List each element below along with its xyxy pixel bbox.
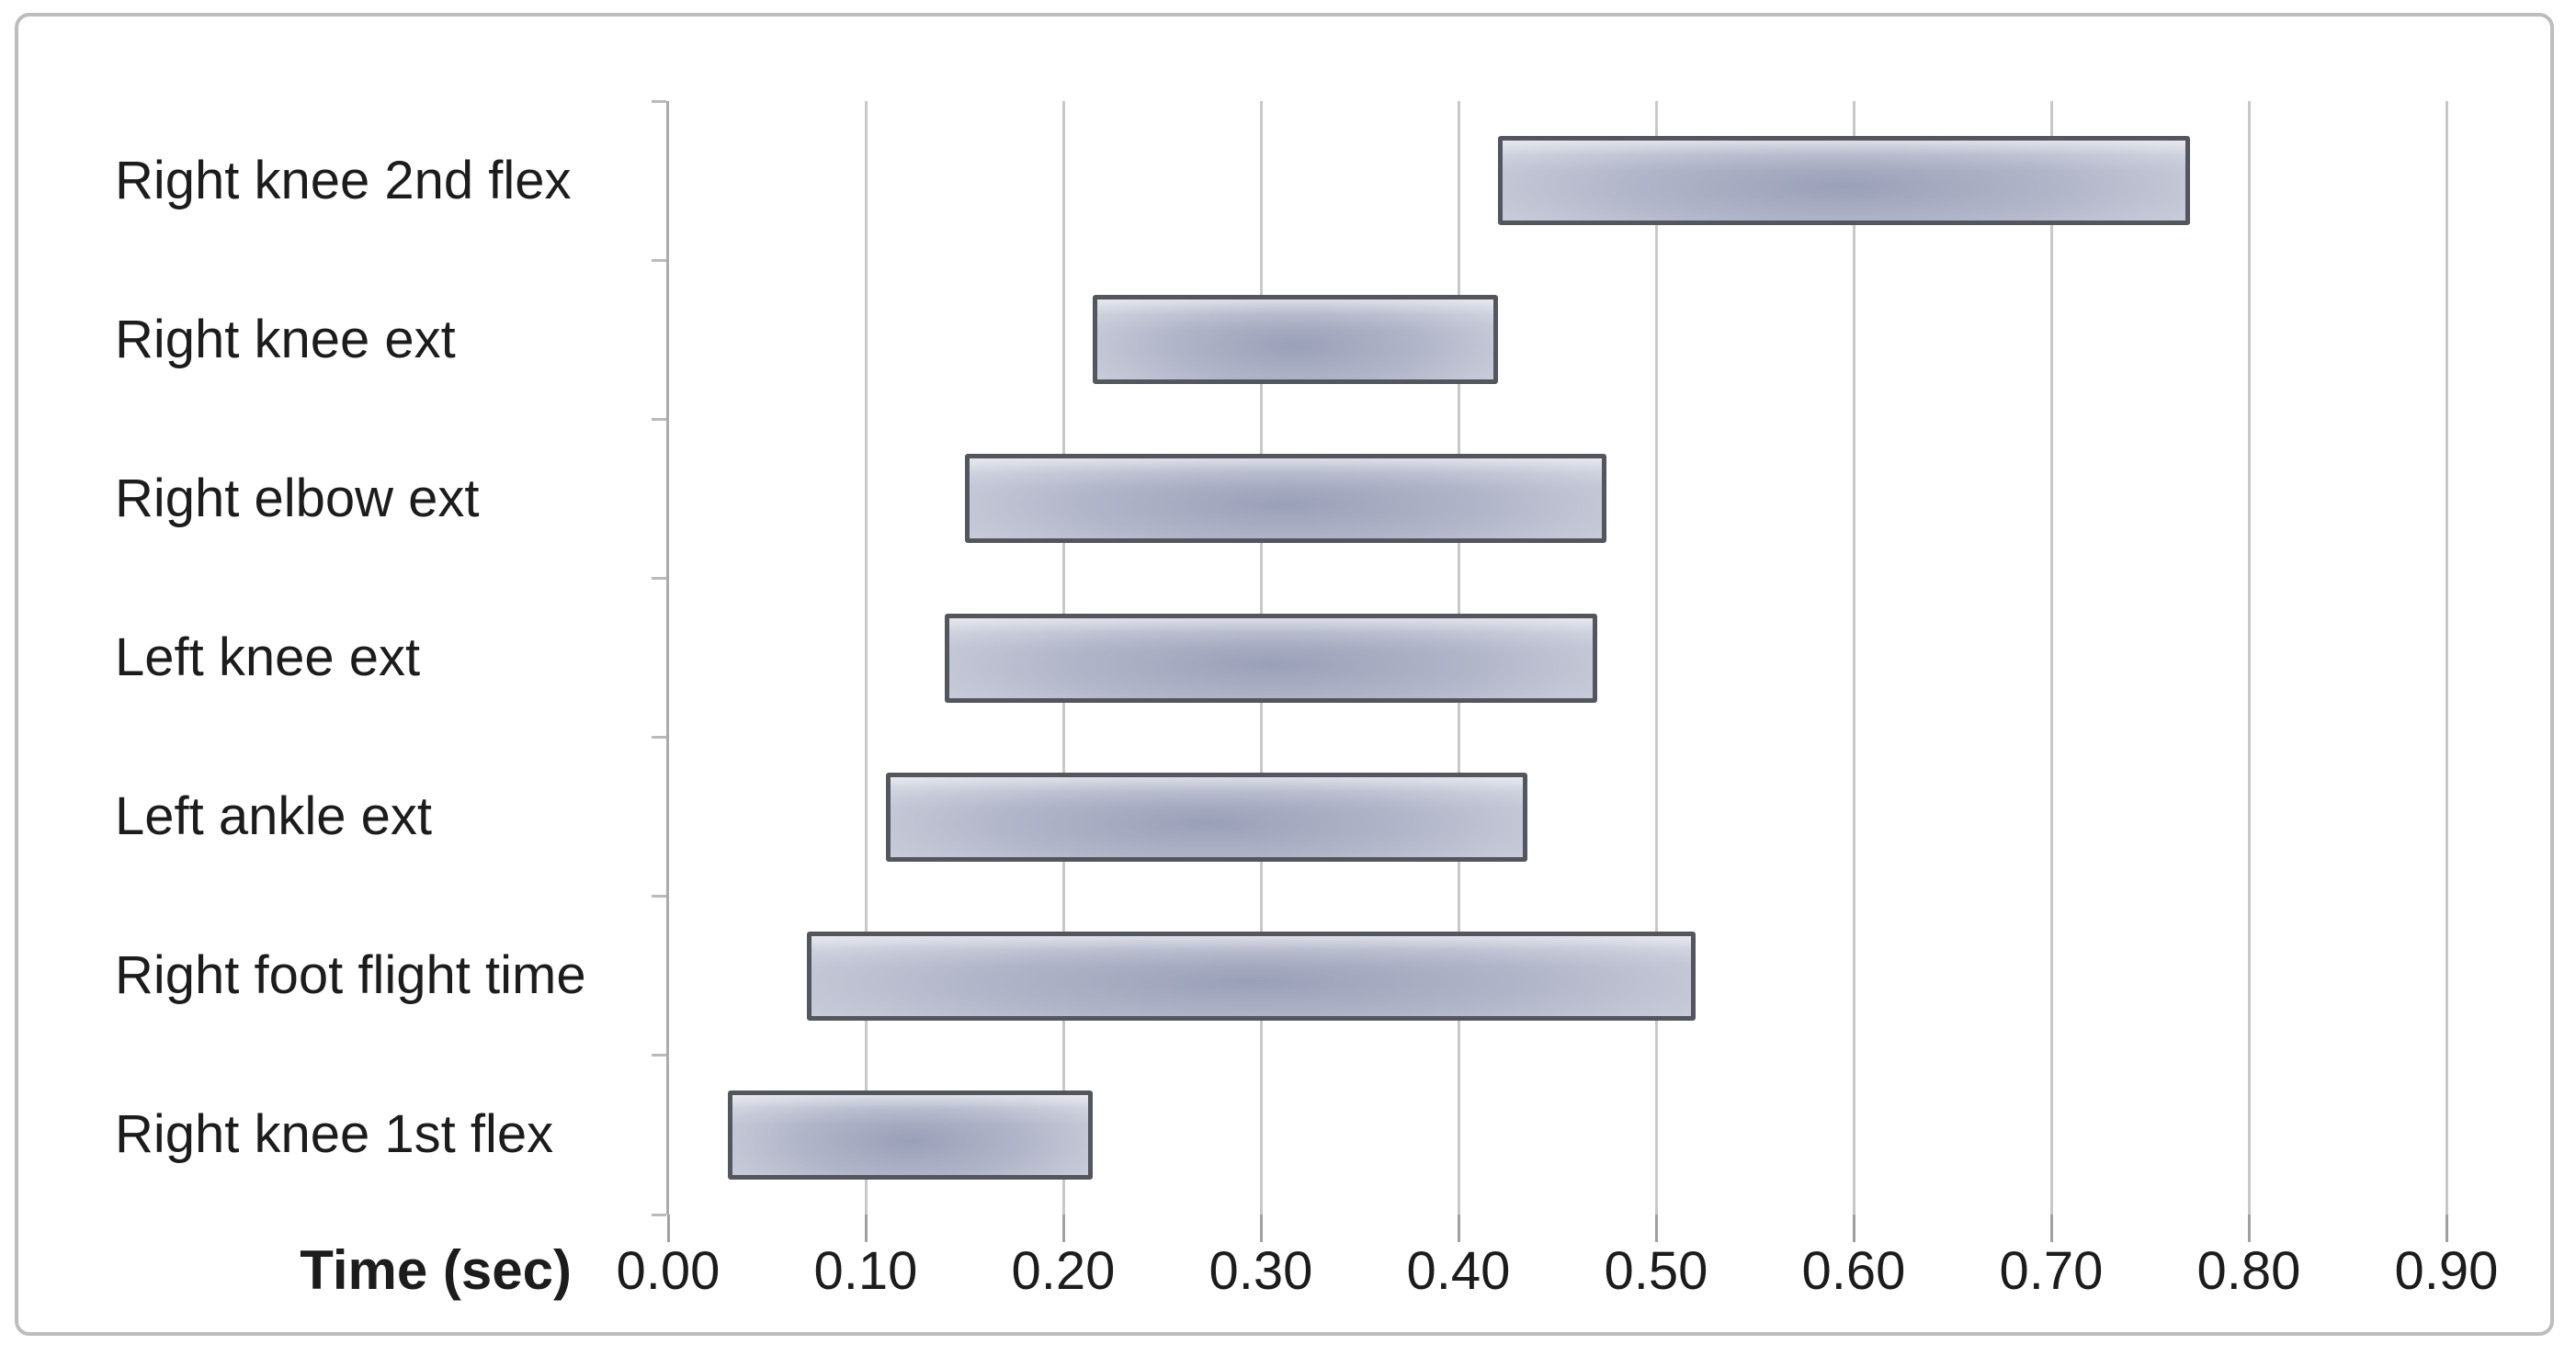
- y-axis-tick: [652, 417, 666, 421]
- x-tick-label: 0.90: [2394, 1241, 2499, 1301]
- range-bar: [885, 772, 1528, 862]
- x-axis-title: Time (sec): [300, 1239, 572, 1301]
- category-label: Left knee ext: [115, 627, 421, 687]
- gridline: [2049, 101, 2053, 1215]
- y-axis-tick: [652, 895, 666, 898]
- gridline: [1852, 101, 1855, 1215]
- gridline: [1654, 101, 1658, 1215]
- y-axis-tick: [652, 99, 666, 103]
- y-axis-tick: [652, 1213, 666, 1216]
- x-tick-label: 0.20: [1011, 1241, 1116, 1301]
- x-axis-tick: [666, 1215, 670, 1242]
- gridline: [2445, 101, 2448, 1215]
- x-axis-tick: [1852, 1215, 1855, 1242]
- x-tick-label: 0.30: [1209, 1241, 1313, 1301]
- y-axis-line: [666, 101, 669, 1215]
- x-tick-label: 0.80: [2196, 1241, 2301, 1301]
- x-axis-tick: [864, 1215, 868, 1242]
- category-label: Right knee 1st flex: [115, 1104, 554, 1165]
- x-tick-label: 0.40: [1406, 1241, 1511, 1301]
- gridline: [2247, 101, 2251, 1215]
- category-label: Right foot flight time: [115, 945, 586, 1006]
- range-bar: [945, 613, 1597, 703]
- category-label: Right knee 2nd flex: [115, 150, 572, 210]
- x-tick-label: 0.00: [616, 1241, 721, 1301]
- x-tick-label: 0.70: [1999, 1241, 2104, 1301]
- range-bar: [806, 931, 1696, 1021]
- x-tick-label: 0.50: [1604, 1241, 1708, 1301]
- y-axis-tick: [652, 1054, 666, 1057]
- x-axis-tick: [2049, 1215, 2053, 1242]
- y-axis-tick: [652, 258, 666, 262]
- range-bar: [1093, 295, 1498, 385]
- category-label: Right elbow ext: [115, 468, 480, 528]
- range-bar: [727, 1090, 1094, 1180]
- x-axis-tick: [1061, 1215, 1065, 1242]
- range-bar: [964, 454, 1607, 544]
- category-label: Left ankle ext: [115, 786, 432, 847]
- x-axis-tick: [2247, 1215, 2251, 1242]
- range-bar: [1498, 136, 2190, 226]
- gridline: [864, 101, 868, 1215]
- y-axis-tick: [652, 576, 666, 580]
- y-axis-tick: [652, 736, 666, 740]
- x-tick-label: 0.60: [1801, 1241, 1906, 1301]
- x-axis-tick: [1654, 1215, 1658, 1242]
- x-tick-label: 0.10: [813, 1241, 918, 1301]
- x-axis-tick: [2445, 1215, 2448, 1242]
- x-axis-tick: [1457, 1215, 1460, 1242]
- category-label: Right knee ext: [115, 309, 456, 369]
- x-axis-tick: [1259, 1215, 1263, 1242]
